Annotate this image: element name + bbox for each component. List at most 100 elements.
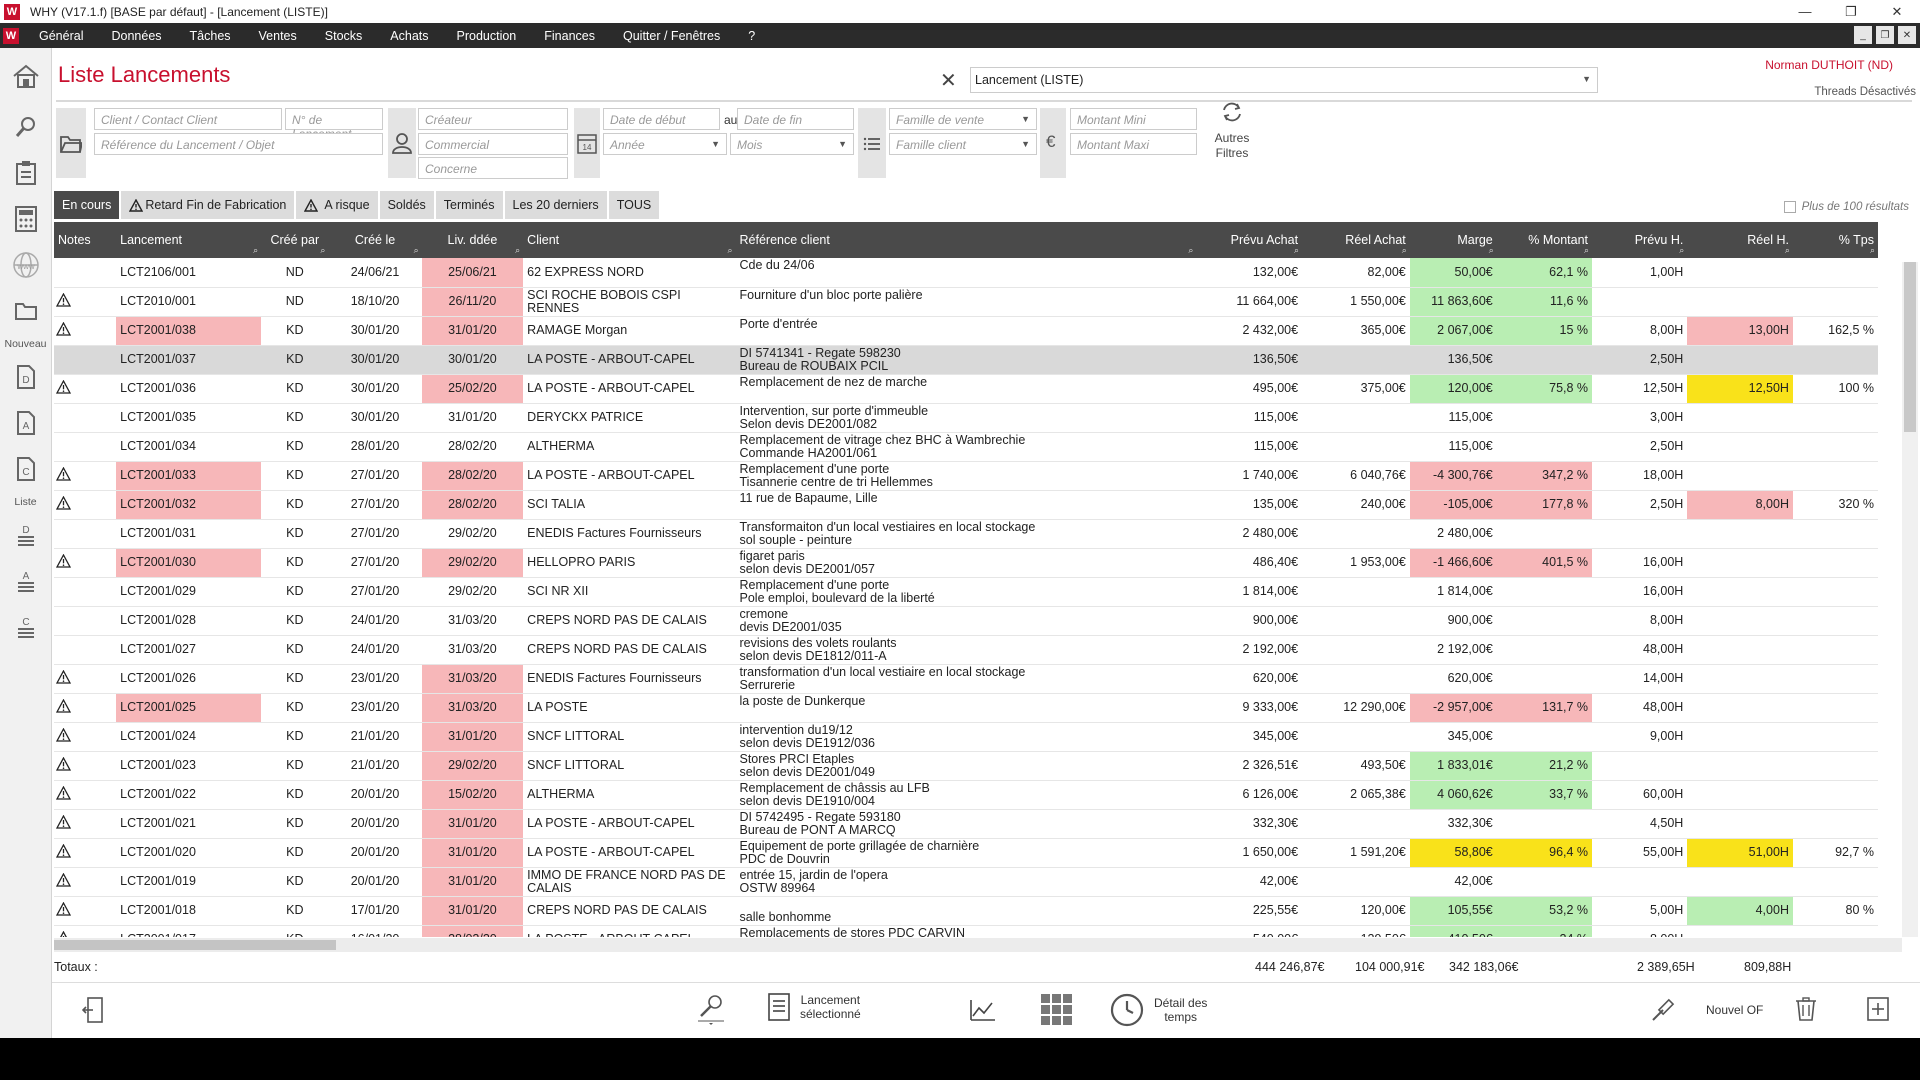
column-filter-icon[interactable]: ⌕ [253, 245, 259, 255]
table-row[interactable]: LCT2001/037 KD 30/01/20 30/01/20 LA POSTE - … [54, 345, 1878, 375]
open-folder-box[interactable] [56, 108, 86, 178]
sidebar-new-achat[interactable]: A [0, 400, 52, 446]
column-header-reel-h[interactable]: Réel H. ⌕ [1687, 222, 1793, 258]
mois-select[interactable]: Mois ▼ [730, 133, 854, 155]
table-row[interactable]: LCT2001/030 KD 27/01/20 29/02/20 HELLOPRO PA… [54, 548, 1878, 578]
column-filter-icon[interactable]: ⌕ [413, 245, 419, 255]
column-filter-icon[interactable]: ⌕ [1188, 245, 1194, 255]
sidebar-search[interactable] [0, 104, 52, 150]
table-row[interactable]: LCT2001/023 KD 21/01/20 29/02/20 SNCF LITTOR… [54, 751, 1878, 781]
exit-button[interactable] [82, 997, 104, 1023]
tools-dropdown-button[interactable] [698, 993, 724, 1025]
column-header-reference-client[interactable]: Référence client ⌕ [735, 222, 1197, 258]
tool-button[interactable] [1650, 997, 1676, 1023]
tab-tous[interactable]: TOUS [608, 191, 660, 219]
tab-20-derniers[interactable]: Les 20 derniers [504, 191, 607, 219]
table-row[interactable]: LCT2001/031 KD 27/01/20 29/02/20 ENEDIS Fact… [54, 519, 1878, 549]
column-filter-icon[interactable]: ⌕ [1488, 245, 1494, 255]
table-row[interactable]: LCT2001/025 KD 23/01/20 31/03/20 LA POSTE la … [54, 693, 1878, 723]
column-filter-icon[interactable]: ⌕ [1584, 245, 1590, 255]
commercial-input[interactable]: Commercial [418, 133, 568, 155]
menu-achats[interactable]: Achats [390, 28, 429, 43]
client-filter-input[interactable]: Client / Contact Client [94, 108, 282, 130]
annee-select[interactable]: Année ▼ [603, 133, 727, 155]
sidebar-new-commande[interactable]: C [0, 446, 52, 492]
table-row[interactable]: LCT2001/035 KD 30/01/20 31/01/20 DERYCKX PAT… [54, 403, 1878, 433]
montant-mini-input[interactable]: Montant Mini [1070, 108, 1197, 130]
checkbox-box[interactable] [1783, 201, 1796, 213]
column-header-marge[interactable]: Marge ⌕ [1409, 222, 1497, 258]
menu-quitter-fenetres[interactable]: Quitter / Fenêtres [623, 28, 721, 43]
close-window-button[interactable]: ✕ [1891, 3, 1903, 19]
date-debut-input[interactable]: Date de début [603, 108, 720, 130]
column-filter-icon[interactable]: ⌕ [1784, 245, 1790, 255]
column-header-lancement[interactable]: Lancement ⌕ [116, 222, 262, 258]
mdi-restore-button[interactable]: ❐ [1876, 26, 1894, 44]
column-header-reel-achat[interactable]: Réel Achat ⌕ [1302, 222, 1410, 258]
column-filter-icon[interactable]: ⌕ [515, 245, 521, 255]
list-box[interactable] [858, 108, 886, 178]
table-row[interactable]: LCT2001/036 KD 30/01/20 25/02/20 LA POSTE - … [54, 374, 1878, 404]
chart-button[interactable] [970, 999, 996, 1021]
view-select[interactable]: Lancement (LISTE) ▼ [970, 67, 1598, 93]
table-row[interactable]: LCT2001/026 KD 23/01/20 31/03/20 ENEDIS Fact… [54, 664, 1878, 694]
vertical-scrollbar-thumb[interactable] [1904, 262, 1916, 432]
table-row[interactable]: LCT2010/001 ND 18/10/20 26/11/20 SCI ROCHE B… [54, 287, 1878, 317]
sidebar-list-d[interactable]: D [0, 512, 52, 558]
sidebar-folder[interactable] [0, 288, 52, 334]
famille-vente-select[interactable]: Famille de vente ▼ [889, 108, 1037, 130]
column-filter-icon[interactable]: ⌕ [320, 245, 326, 255]
table-row[interactable]: LCT2001/024 KD 21/01/20 31/01/20 SNCF LITTOR… [54, 722, 1878, 752]
table-row[interactable]: LCT2001/028 KD 24/01/20 31/03/20 CREPS NORD … [54, 606, 1878, 636]
menu-ventes[interactable]: Ventes [258, 28, 297, 43]
table-row[interactable]: LCT2001/027 KD 24/01/20 31/03/20 CREPS NORD … [54, 635, 1878, 665]
table-row[interactable]: LCT2001/032 KD 27/01/20 28/02/20 SCI TALIA 11… [54, 490, 1878, 520]
table-row[interactable]: LCT2001/029 KD 27/01/20 29/02/20 SCI NR XII R… [54, 577, 1878, 607]
tab-termines[interactable]: Terminés [435, 191, 503, 219]
sidebar-list-a[interactable]: A [0, 558, 52, 604]
table-row[interactable]: LCT2001/020 KD 20/01/20 31/01/20 LA POSTE - … [54, 838, 1878, 868]
column-header-liv-ddee[interactable]: Liv. ddée ⌕ [421, 222, 524, 258]
famille-client-select[interactable]: Famille client ▼ [889, 133, 1037, 155]
column-header-notes[interactable]: Notes [54, 222, 117, 258]
table-row[interactable]: LCT2001/038 KD 30/01/20 31/01/20 RAMAGE Morg… [54, 316, 1878, 346]
minimize-button[interactable]: — [1798, 4, 1812, 19]
horizontal-scrollbar-thumb[interactable] [54, 940, 336, 950]
nouvel-of-button[interactable]: Nouvel OF [1706, 1003, 1763, 1017]
horizontal-scrollbar[interactable] [54, 938, 1902, 952]
column-filter-icon[interactable]: ⌕ [1294, 245, 1300, 255]
tab-en-cours[interactable]: En cours [54, 191, 120, 219]
table-row[interactable]: LCT2001/034 KD 28/01/20 28/02/20 ALTHERMA Rem… [54, 432, 1878, 462]
calendar-box[interactable]: 14 [574, 108, 600, 178]
lancement-selectionne-button[interactable]: Lancement sélectionné [768, 993, 861, 1021]
lancement-number-input[interactable]: N° de Lancement [285, 108, 383, 141]
delete-button[interactable] [1795, 997, 1817, 1021]
column-header-pct-tps[interactable]: % Tps ⌕ [1792, 222, 1878, 258]
autres-filtres-button[interactable]: Autres Filtres [1202, 96, 1262, 160]
tab-a-risque[interactable]: A risque [296, 191, 378, 219]
sidebar-calculator[interactable] [0, 196, 52, 242]
sidebar-web[interactable]: www [0, 242, 52, 288]
menu-production[interactable]: Production [456, 28, 517, 43]
sidebar-clipboard[interactable] [0, 150, 52, 196]
menu-finances[interactable]: Finances [544, 28, 595, 43]
table-row[interactable]: LCT2001/019 KD 20/01/20 31/01/20 IMMO DE FRA… [54, 867, 1878, 897]
column-filter-icon[interactable]: ⌕ [1869, 245, 1875, 255]
vertical-scrollbar[interactable] [1902, 262, 1918, 937]
sidebar-list-c[interactable]: C [0, 604, 52, 650]
tab-soldes[interactable]: Soldés [379, 191, 434, 219]
menu-donnees[interactable]: Données [111, 28, 162, 43]
column-header-pct-montant[interactable]: % Montant ⌕ [1496, 222, 1593, 258]
column-header-cree-par[interactable]: Créé par ⌕ [261, 222, 329, 258]
column-filter-icon[interactable]: ⌕ [1401, 245, 1407, 255]
menu-stocks[interactable]: Stocks [324, 28, 363, 43]
clear-view-button[interactable]: ✕ [940, 70, 957, 92]
menu-taches[interactable]: Tâches [189, 28, 231, 43]
menu-help[interactable]: ? [748, 28, 756, 43]
add-button[interactable] [1867, 997, 1889, 1021]
table-row[interactable]: LCT2106/001 ND 24/06/21 25/06/21 62 EXPRESS … [54, 258, 1878, 288]
sidebar-new-devis[interactable]: D [0, 354, 52, 400]
date-fin-input[interactable]: Date de fin [737, 108, 854, 130]
restore-button[interactable]: ❐ [1845, 3, 1857, 19]
